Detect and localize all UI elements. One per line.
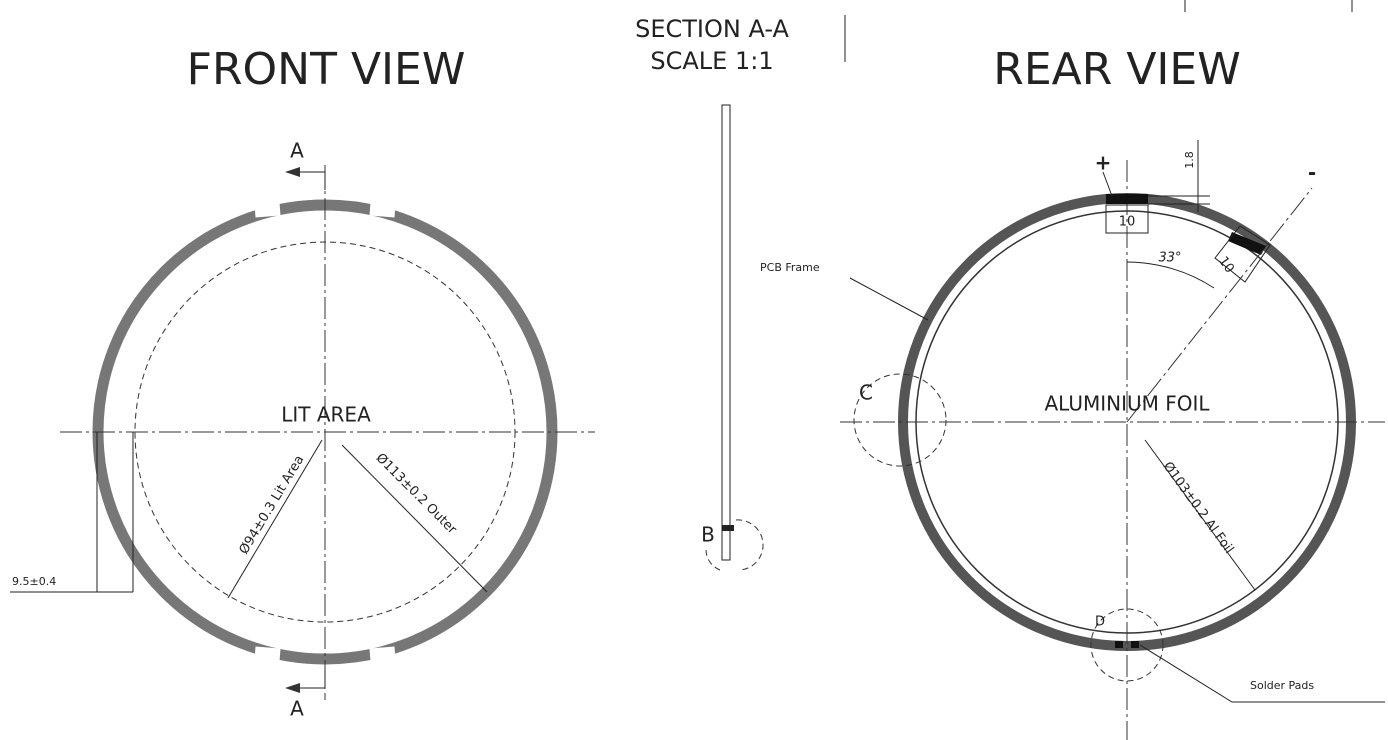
detail-circle: [853, 373, 947, 467]
dimension-lines: [10, 432, 134, 593]
detail-label: C: [859, 381, 873, 405]
pad: [1106, 194, 1148, 204]
pad: [1228, 232, 1266, 255]
section-plate: [721, 104, 731, 561]
section-arrow: [300, 670, 326, 689]
polarity: -: [1308, 161, 1316, 185]
scale: SCALE 1:1: [650, 47, 773, 75]
dim-box: [1105, 204, 1149, 234]
arrow-head: [285, 167, 300, 177]
detail-label: D: [1095, 615, 1105, 630]
leader: [1139, 644, 1385, 703]
solder-pad: [1131, 641, 1139, 648]
section-arrow: [300, 171, 326, 190]
arrow-head: [285, 683, 300, 693]
title: REAR VIEW: [993, 44, 1240, 95]
solder-pad: [1115, 641, 1123, 648]
dimension: Ø103±0.2 Al Foil: [1160, 459, 1237, 556]
dim-lines: [1148, 140, 1210, 212]
detail-label: B: [701, 523, 715, 547]
dimension: Ø94±0.3 Lit Area: [237, 453, 308, 557]
leader: [849, 277, 929, 321]
leader: [227, 439, 323, 599]
section-label: A: [290, 697, 304, 721]
leader: [341, 444, 488, 593]
ring-gaps: [254, 202, 396, 662]
dimension: Ø113±0.2 Outer: [373, 451, 460, 538]
angle: 33°: [1158, 251, 1181, 266]
leader: [1144, 439, 1256, 591]
label: PCB Frame: [760, 261, 820, 274]
angle-arc: [1126, 261, 1215, 289]
label: LIT AREA: [281, 403, 371, 427]
dimension: 9.5±0.4: [12, 575, 56, 588]
title: SECTION A-A: [635, 15, 789, 43]
leader: [1102, 171, 1113, 197]
label: Solder Pads: [1250, 679, 1314, 692]
section-label: A: [290, 139, 304, 163]
pad: [722, 525, 734, 531]
dimension: 1.8: [1183, 151, 1196, 169]
rear-view: REAR VIEW + - 1.8 10 10 33° PCB Frame C …: [760, 0, 1385, 740]
angle-line: [1126, 187, 1313, 423]
front-view: FRONT VIEW A A LIT AREA Ø94±0.3 Lit Area…: [10, 44, 595, 721]
dimension: 10: [1119, 215, 1136, 230]
detail-circle: [1090, 608, 1164, 682]
section-view: SECTION A-A SCALE 1:1 B: [635, 15, 846, 571]
dim-box: [1214, 225, 1271, 283]
detail-circle: [705, 519, 764, 571]
label: ALUMINIUM FOIL: [1044, 392, 1210, 416]
title: FRONT VIEW: [187, 44, 466, 95]
polarity: +: [1095, 151, 1112, 175]
